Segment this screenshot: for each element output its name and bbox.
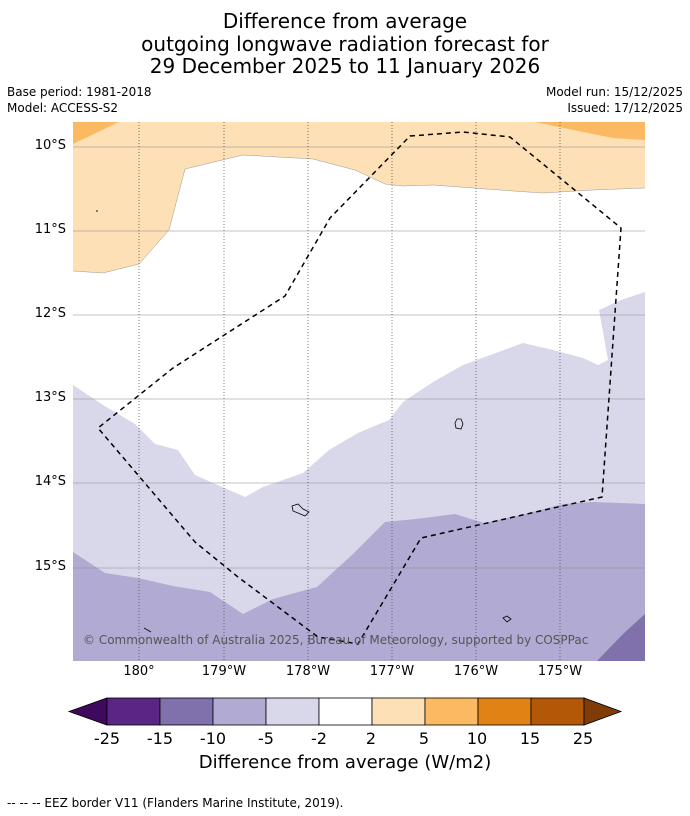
positive-2-5-region <box>73 122 645 273</box>
cb-tick-1: -15 <box>146 729 174 748</box>
title-line-3: 29 December 2025 to 11 January 2026 <box>149 54 541 78</box>
lat-label-13s: 13°S <box>34 390 66 405</box>
island-2 <box>291 503 310 517</box>
cb-tick-6: 5 <box>418 729 430 748</box>
colorbar-cell <box>159 697 214 726</box>
island-5 <box>96 210 98 212</box>
cb-tick-3: -5 <box>258 729 274 748</box>
issued-date: Issued: 17/12/2025 <box>567 101 683 115</box>
title-line-2: outgoing longwave radiation forecast for <box>141 32 549 56</box>
copyright-notice: © Commonwealth of Australia 2025, Bureau… <box>83 633 589 647</box>
colorbar-cell <box>477 697 532 726</box>
lat-label-15s: 15°S <box>34 559 66 574</box>
colorbar-cell <box>424 697 479 726</box>
colorbar-cell <box>371 697 426 726</box>
map-svg <box>73 122 645 661</box>
lat-label-11s: 11°S <box>34 222 66 237</box>
colorbar-cell <box>265 697 320 726</box>
lon-label-179w: 179°W <box>201 664 247 679</box>
cb-tick-9: 25 <box>572 729 594 748</box>
colorbar-cell <box>106 697 161 726</box>
colorbar-extend-high <box>583 697 623 726</box>
lon-label-175w: 175°W <box>537 664 583 679</box>
eez-border <box>96 131 622 645</box>
cb-tick-7: 10 <box>466 729 488 748</box>
colorbar-cell <box>212 697 267 726</box>
cb-tick-5: 2 <box>365 729 377 748</box>
latitude-gridlines <box>73 146 645 569</box>
positive-5-10-patch-nw <box>73 122 119 144</box>
base-period: Base period: 1981-2018 <box>7 85 152 99</box>
lon-label-178w: 178°W <box>285 664 331 679</box>
colorbar-label: Difference from average (W/m2) <box>198 752 492 773</box>
cb-tick-8: 15 <box>519 729 541 748</box>
lat-label-12s: 12°S <box>34 306 66 321</box>
island-1 <box>454 418 464 430</box>
cb-tick-4: -2 <box>311 729 327 748</box>
lat-label-14s: 14°S <box>34 474 66 489</box>
map-panel[interactable] <box>73 122 645 661</box>
colorbar-extend-low <box>67 697 108 726</box>
cb-tick-0: -25 <box>93 729 121 748</box>
lon-label-177w: 177°W <box>369 664 415 679</box>
lat-label-10s: 10°S <box>34 138 66 153</box>
lon-label-180: 180° <box>123 664 155 679</box>
cb-tick-2: -10 <box>199 729 227 748</box>
model-name: Model: ACCESS-S2 <box>7 101 119 115</box>
eez-legend: -- -- -- EEZ border V11 (Flanders Marine… <box>7 796 344 810</box>
island-4 <box>143 627 152 633</box>
colorbar-cell <box>530 697 585 726</box>
lon-label-176w: 176°W <box>453 664 499 679</box>
colorbar <box>67 697 623 726</box>
colorbar-cell <box>318 697 373 726</box>
negative-5-10-region <box>73 502 645 661</box>
model-run: Model run: 15/12/2025 <box>545 85 683 99</box>
island-3 <box>502 615 512 623</box>
positive-5-10-patch-ne <box>535 122 645 140</box>
title-line-1: Difference from average <box>222 9 468 33</box>
contour-lines <box>73 154 645 274</box>
negative-10-15-region <box>597 614 645 661</box>
